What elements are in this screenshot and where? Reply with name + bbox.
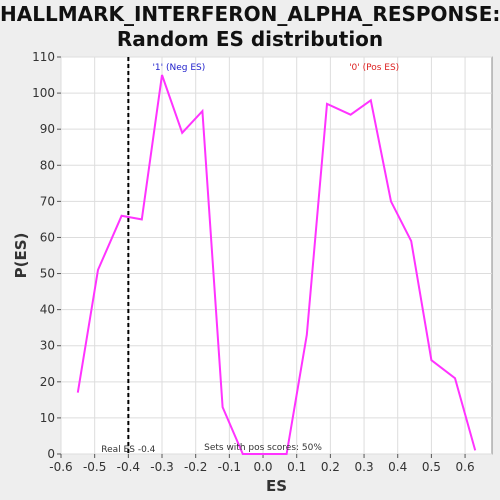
- pos-es-label: '0' (Pos ES): [349, 63, 399, 73]
- x-tick-label: -0.5: [83, 460, 106, 474]
- chart-title-line1: HALLMARK_INTERFERON_ALPHA_RESPONSE:: [0, 2, 500, 26]
- y-tick-label: 110: [32, 50, 55, 64]
- plot-area: [60, 56, 493, 455]
- y-tick-label: 100: [32, 86, 55, 100]
- neg-es-label: '1' (Neg ES): [152, 63, 205, 73]
- x-tick-label: 0.3: [355, 460, 374, 474]
- x-tick-label: 0.5: [422, 460, 441, 474]
- x-tick-label: -0.4: [117, 460, 140, 474]
- y-axis-title: P(ES): [12, 233, 30, 279]
- y-tick-label: 90: [40, 122, 55, 136]
- chart-title-line2: Random ES distribution: [116, 27, 384, 51]
- x-tick-label: -0.2: [184, 460, 207, 474]
- x-tick-label: 0.1: [287, 460, 306, 474]
- real-es-label: Real ES -0.4: [101, 445, 155, 455]
- pos-scores-label: Sets with pos scores: 50%: [204, 443, 322, 453]
- x-tick-label: -0.1: [218, 460, 241, 474]
- y-tick-label: 60: [40, 230, 55, 244]
- y-tick-label: 20: [40, 375, 55, 389]
- series-line: [76, 74, 477, 455]
- x-tick-label: -0.3: [150, 460, 173, 474]
- x-tick-label: -0.6: [49, 460, 72, 474]
- x-tick-label: 0.4: [388, 460, 407, 474]
- x-tick-label: 0.2: [321, 460, 340, 474]
- x-axis-ticks: -0.6 -0.5 -0.4 -0.3 -0.2 -0.1 0.0 0.1 0.2 0.3 0.4 0…: [49, 454, 475, 474]
- y-tick-label: 80: [40, 158, 55, 172]
- x-tick-label: 0.6: [456, 460, 475, 474]
- x-axis-title: ES: [266, 477, 287, 495]
- x-tick-label: 0.0: [253, 460, 272, 474]
- y-tick-label: 10: [40, 411, 55, 425]
- grid-lines: [60, 56, 492, 455]
- y-tick-label: 30: [40, 339, 55, 353]
- y-tick-label: 70: [40, 194, 55, 208]
- y-axis-ticks: 0 10 20 30 40 50 60 70 80 90 100 110: [32, 50, 61, 461]
- y-tick-label: 50: [40, 267, 55, 281]
- y-tick-label: 40: [40, 303, 55, 317]
- y-tick-label: 0: [47, 447, 55, 461]
